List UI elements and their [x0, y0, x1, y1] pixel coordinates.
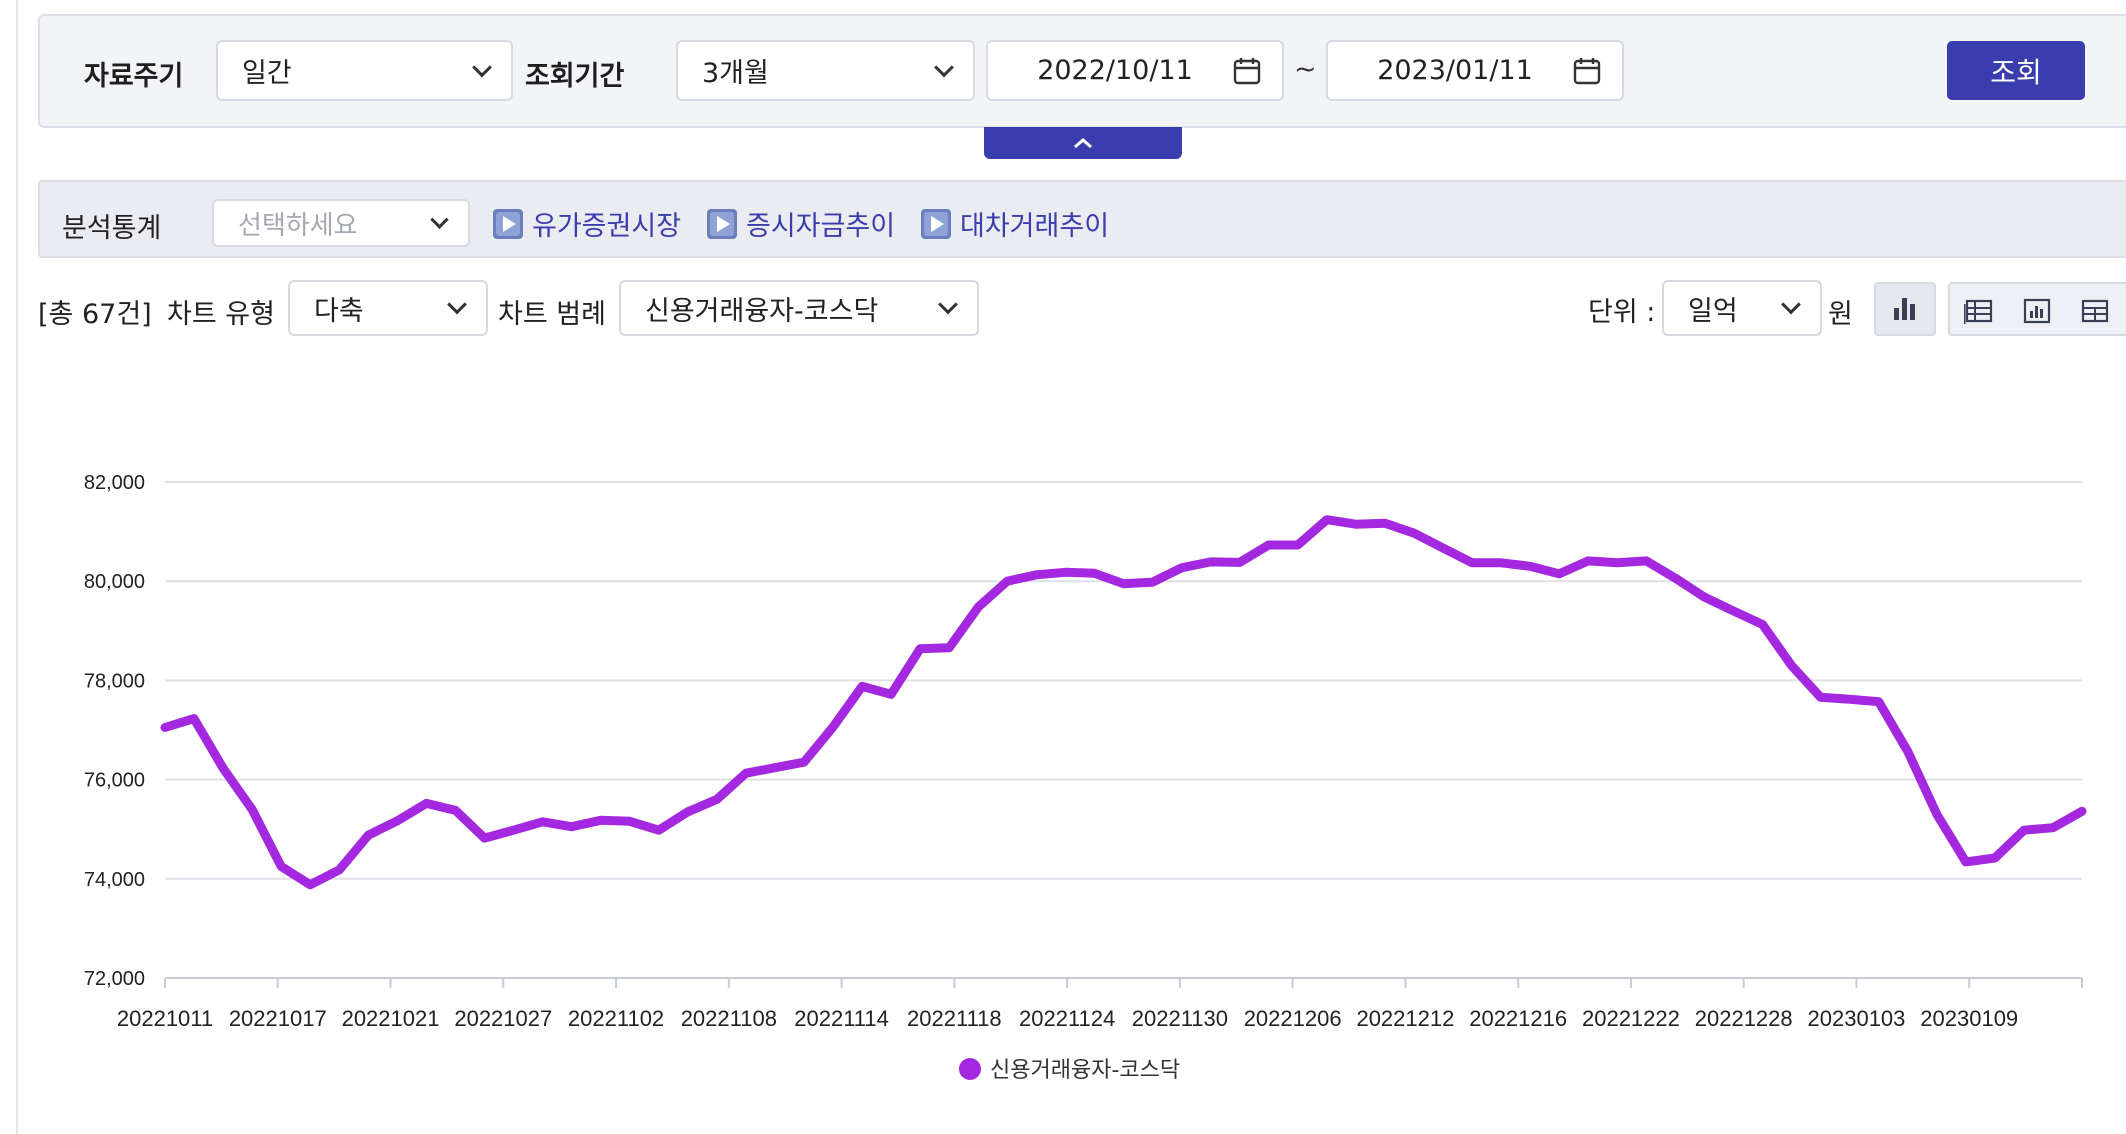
x-tick-label: 20221118 — [907, 1006, 1002, 1031]
chevron-down-icon — [447, 294, 467, 315]
play-icon — [493, 208, 523, 239]
chevron-down-icon — [472, 57, 492, 77]
y-tick-label: 72,000 — [84, 968, 145, 990]
legend-marker[interactable] — [959, 1058, 981, 1080]
link-stock-lending-trend-label: 대차거래추이 — [960, 211, 1110, 242]
range-select[interactable]: 3개월 — [676, 40, 975, 101]
chevron-down-icon — [934, 57, 954, 77]
x-tick-label: 20221102 — [568, 1006, 664, 1031]
x-tick-label: 20221021 — [342, 1006, 440, 1031]
unit-suffix: 원 — [1828, 299, 1853, 330]
search-panel: 자료주기 일간 조회기간 3개월 2022/10/11 ~ 2023/01/11 — [38, 14, 2126, 128]
view-mode-group — [1948, 282, 2126, 336]
y-tick-label: 80,000 — [84, 571, 145, 593]
unit-value: 일억 — [1688, 295, 1738, 327]
analysis-bar: 분석통계 선택하세요 유가증권시장 증시자금추이 대차거래추이 — [38, 180, 2126, 258]
x-tick-label: 20221027 — [454, 1006, 552, 1031]
play-icon — [707, 208, 737, 239]
x-tick-label: 20230109 — [1920, 1006, 2018, 1031]
unit-select[interactable]: 일억 — [1662, 280, 1822, 336]
y-tick-label: 82,000 — [84, 472, 145, 494]
y-tick-label: 74,000 — [84, 869, 145, 891]
chart-type-value: 다축 — [314, 295, 364, 327]
series-line[interactable] — [160, 515, 2087, 890]
table-with-chart-icon[interactable] — [1964, 296, 1994, 326]
analysis-select[interactable]: 선택하세요 — [212, 199, 470, 247]
total-count: [총 67건] — [38, 299, 152, 330]
range-select-value: 3개월 — [702, 58, 769, 89]
play-icon — [921, 208, 951, 239]
link-stock-lending-trend[interactable]: 대차거래추이 — [920, 204, 1109, 243]
period-select-value: 일간 — [242, 58, 292, 89]
link-securities-market[interactable]: 유가증권시장 — [492, 204, 681, 243]
left-border — [16, 0, 18, 1134]
period-label: 자료주기 — [84, 61, 184, 92]
legend-label[interactable]: 신용거래융자-코스닥 — [990, 1058, 1180, 1083]
end-date-field[interactable]: 2023/01/11 — [1326, 40, 1624, 101]
chart-legend-label: 차트 범례 — [498, 299, 606, 330]
x-tick-label: 20221108 — [681, 1006, 777, 1031]
chart-view-button[interactable] — [1874, 282, 1936, 336]
unit-label: 단위 : — [1588, 297, 1656, 328]
date-range-separator: ~ — [1294, 54, 1317, 85]
chevron-up-icon — [1074, 138, 1092, 149]
x-tick-label: 20221124 — [1019, 1006, 1115, 1031]
x-tick-label: 20221114 — [794, 1006, 889, 1031]
chart-panel-icon[interactable] — [2022, 296, 2052, 326]
start-date-value: 2022/10/11 — [1037, 55, 1193, 86]
collapse-panel-button[interactable] — [984, 127, 1182, 159]
x-tick-label: 20221222 — [1582, 1006, 1680, 1031]
x-tick-label: 20221212 — [1356, 1006, 1454, 1031]
x-tick-label: 20221130 — [1132, 1006, 1228, 1031]
link-market-funds-trend-label: 증시자금추이 — [746, 211, 896, 242]
chart-type-label: 차트 유형 — [167, 299, 275, 330]
chart-legend-select[interactable]: 신용거래융자-코스닥 — [619, 280, 979, 336]
x-tick-label: 20230103 — [1808, 1006, 1906, 1031]
bar-chart-icon — [1894, 298, 1915, 320]
x-tick-label: 20221017 — [229, 1006, 327, 1031]
range-label: 조회기간 — [525, 61, 625, 92]
analysis-select-placeholder: 선택하세요 — [238, 210, 358, 241]
x-tick-label: 20221011 — [117, 1006, 213, 1031]
y-tick-label: 78,000 — [84, 670, 145, 692]
end-date-value: 2023/01/11 — [1377, 55, 1533, 86]
chart-type-select[interactable]: 다축 — [288, 280, 488, 336]
link-securities-market-label: 유가증권시장 — [532, 211, 682, 242]
start-date-field[interactable]: 2022/10/11 — [986, 40, 1284, 101]
chevron-down-icon — [430, 210, 449, 229]
x-tick-label: 20221206 — [1244, 1006, 1342, 1031]
search-button[interactable]: 조회 — [1947, 41, 2085, 100]
period-select[interactable]: 일간 — [216, 40, 513, 101]
link-market-funds-trend[interactable]: 증시자금추이 — [706, 204, 895, 243]
table-icon[interactable] — [2080, 296, 2110, 326]
x-tick-label: 20221228 — [1695, 1006, 1793, 1031]
chevron-down-icon — [938, 294, 958, 315]
x-tick-label: 20221216 — [1469, 1006, 1567, 1031]
chart-legend-value: 신용거래융자-코스닥 — [645, 295, 879, 327]
analysis-label: 분석통계 — [62, 213, 162, 244]
calendar-icon[interactable] — [1572, 56, 1602, 86]
calendar-icon[interactable] — [1232, 56, 1262, 86]
y-tick-label: 76,000 — [84, 770, 145, 792]
chevron-down-icon — [1781, 294, 1801, 315]
